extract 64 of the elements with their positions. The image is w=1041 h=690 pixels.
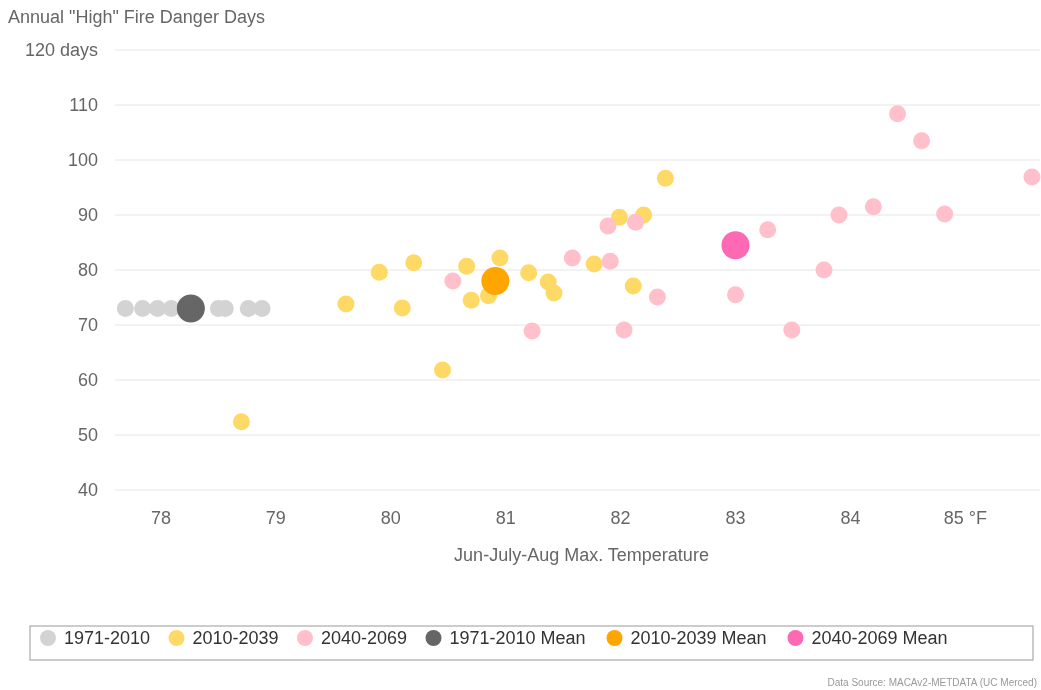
point <box>727 286 744 304</box>
x-tick-label: 79 <box>265 508 286 528</box>
x-tick-label: 82 <box>610 508 631 528</box>
point <box>520 264 538 282</box>
point <box>116 300 134 317</box>
point <box>624 277 642 295</box>
point <box>444 272 462 290</box>
point <box>405 254 423 272</box>
y-tick-label: 120 days <box>24 40 98 60</box>
point <box>610 208 628 226</box>
y-tick-label: 50 <box>77 425 98 445</box>
x-tick-label: 78 <box>150 508 171 528</box>
point <box>615 321 633 339</box>
point <box>599 217 617 235</box>
point <box>545 284 563 302</box>
chart-title: Annual "High" Fire Danger Days <box>8 7 265 27</box>
legend-label: 1971-2010 Mean <box>449 628 586 648</box>
y-tick-label: 100 <box>67 150 98 170</box>
point <box>889 105 907 123</box>
x-tick-label: 80 <box>380 508 401 528</box>
point <box>337 295 355 313</box>
point <box>601 252 619 270</box>
point <box>149 300 167 317</box>
point <box>370 263 388 281</box>
legend-label: 2040-2069 Mean <box>811 628 948 648</box>
point <box>134 300 152 317</box>
point <box>458 257 476 275</box>
x-axis-title: Jun-July-Aug Max. Temperature <box>454 545 709 565</box>
point <box>433 361 451 379</box>
legend-label: 2040-2069 <box>321 628 408 648</box>
y-tick-label: 70 <box>77 315 98 335</box>
point <box>864 198 882 216</box>
point <box>1023 168 1041 186</box>
point <box>239 300 257 317</box>
point <box>523 322 541 340</box>
legend-label: 1971-2010 <box>64 628 151 648</box>
point <box>585 255 603 273</box>
point <box>759 221 777 239</box>
x-tick-label: 83 <box>725 508 746 528</box>
y-tick-label: 90 <box>77 205 98 225</box>
source-note: Data Source: MACAv2-METDATA (UC Merced) <box>827 677 1037 688</box>
point <box>627 213 645 231</box>
point <box>253 300 271 317</box>
y-tick-label: 40 <box>77 480 98 500</box>
point <box>462 291 480 309</box>
x-tick-label: 84 <box>840 508 861 528</box>
legend-label: 2010-2039 Mean <box>630 628 767 648</box>
y-tick-label: 80 <box>77 260 98 280</box>
point <box>830 206 848 224</box>
x-tick-label: 85 °F <box>943 508 987 528</box>
point <box>393 299 411 317</box>
point <box>936 205 954 223</box>
point <box>913 132 931 150</box>
point <box>563 249 581 267</box>
point <box>656 169 674 187</box>
legend-label: 2010-2039 <box>192 628 279 648</box>
point <box>648 288 666 306</box>
point <box>783 321 801 339</box>
y-tick-label: 60 <box>77 370 98 390</box>
point <box>815 261 833 279</box>
point <box>491 249 509 267</box>
point <box>232 413 250 431</box>
x-tick-label: 81 <box>495 508 516 528</box>
y-tick-label: 110 <box>69 95 98 115</box>
